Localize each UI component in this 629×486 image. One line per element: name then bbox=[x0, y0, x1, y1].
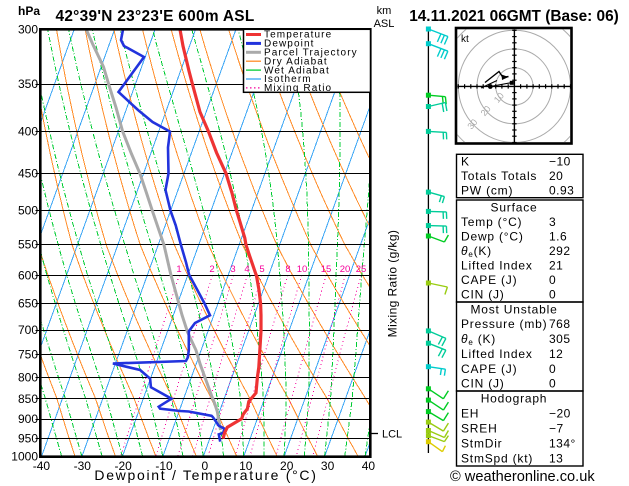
svg-text:300: 300 bbox=[18, 23, 38, 37]
svg-text:CIN (J): CIN (J) bbox=[461, 377, 505, 391]
svg-text:25: 25 bbox=[356, 264, 367, 275]
svg-text:950: 950 bbox=[18, 431, 38, 445]
svg-text:kt: kt bbox=[461, 34, 469, 45]
svg-text:Hodograph: Hodograph bbox=[481, 392, 548, 406]
svg-text:km: km bbox=[377, 5, 392, 17]
svg-text:EH: EH bbox=[461, 407, 479, 421]
svg-text:Most Unstable: Most Unstable bbox=[470, 302, 557, 316]
svg-text:StmSpd (kt): StmSpd (kt) bbox=[461, 452, 533, 466]
svg-text:-40: -40 bbox=[33, 459, 51, 473]
svg-text:Wet Adiabat: Wet Adiabat bbox=[264, 65, 330, 76]
svg-text:20: 20 bbox=[340, 264, 351, 275]
svg-text:3: 3 bbox=[230, 264, 235, 275]
svg-text:-10: -10 bbox=[155, 459, 173, 473]
svg-text:3: 3 bbox=[549, 215, 556, 229]
svg-text:14.11.2021 06GMT (Base: 06): 14.11.2021 06GMT (Base: 06) bbox=[409, 8, 619, 25]
svg-text:2: 2 bbox=[209, 264, 214, 275]
svg-text:−10: −10 bbox=[549, 155, 571, 169]
svg-text:Lifted Index: Lifted Index bbox=[461, 347, 533, 361]
svg-text:0: 0 bbox=[549, 288, 556, 302]
svg-text:30: 30 bbox=[465, 117, 479, 131]
svg-text:700: 700 bbox=[18, 323, 38, 337]
svg-text:LCL: LCL bbox=[382, 429, 402, 441]
svg-text:450: 450 bbox=[18, 166, 38, 180]
svg-text:hPa: hPa bbox=[18, 4, 40, 18]
svg-text:12: 12 bbox=[549, 347, 563, 361]
svg-text:1000: 1000 bbox=[11, 450, 38, 464]
svg-text:Temp (°C): Temp (°C) bbox=[461, 215, 522, 229]
svg-text:© weatheronline.co.uk: © weatheronline.co.uk bbox=[450, 469, 595, 485]
svg-text:−20: −20 bbox=[549, 407, 571, 421]
svg-text:600: 600 bbox=[18, 268, 38, 282]
svg-text:4: 4 bbox=[244, 264, 249, 275]
svg-text:Totals Totals: Totals Totals bbox=[461, 169, 537, 183]
svg-text:0: 0 bbox=[202, 459, 209, 473]
svg-text:10: 10 bbox=[297, 264, 308, 275]
svg-text:Surface: Surface bbox=[491, 200, 538, 214]
svg-text:900: 900 bbox=[18, 412, 38, 426]
svg-text:0: 0 bbox=[549, 362, 556, 376]
svg-text:5: 5 bbox=[259, 264, 264, 275]
svg-text:1: 1 bbox=[176, 264, 181, 275]
svg-text:CAPE (J): CAPE (J) bbox=[461, 362, 517, 376]
svg-text:10: 10 bbox=[492, 91, 506, 105]
svg-text:-30: -30 bbox=[74, 459, 92, 473]
svg-text:0.93: 0.93 bbox=[549, 184, 574, 198]
svg-text:ASL: ASL bbox=[374, 18, 395, 30]
svg-text:20: 20 bbox=[280, 459, 294, 473]
svg-text:CIN (J): CIN (J) bbox=[461, 288, 505, 302]
svg-text:21: 21 bbox=[549, 259, 563, 273]
svg-text:Dewp (°C): Dewp (°C) bbox=[461, 229, 524, 243]
svg-text:Dewpoint: Dewpoint bbox=[264, 39, 315, 50]
svg-text:305: 305 bbox=[549, 332, 571, 346]
svg-text:20: 20 bbox=[549, 169, 563, 183]
svg-text:550: 550 bbox=[18, 238, 38, 252]
svg-text:8: 8 bbox=[285, 264, 290, 275]
svg-text:StmDir: StmDir bbox=[461, 437, 502, 451]
svg-text:Dry Adiabat: Dry Adiabat bbox=[264, 56, 328, 67]
svg-text:1.6: 1.6 bbox=[549, 229, 567, 243]
svg-text:40: 40 bbox=[362, 459, 376, 473]
svg-text:768: 768 bbox=[549, 317, 571, 331]
svg-text:15: 15 bbox=[321, 264, 332, 275]
svg-text:Pressure (mb): Pressure (mb) bbox=[461, 317, 547, 331]
svg-text:650: 650 bbox=[18, 297, 38, 311]
svg-text:Mixing Ratio: Mixing Ratio bbox=[264, 83, 332, 94]
svg-text:Temperature: Temperature bbox=[264, 30, 332, 41]
svg-text:Dewpoint / Temperature (°C): Dewpoint / Temperature (°C) bbox=[94, 467, 317, 483]
svg-text:42°39'N 23°23'E 600m ASL: 42°39'N 23°23'E 600m ASL bbox=[55, 8, 254, 25]
svg-text:13: 13 bbox=[549, 452, 563, 466]
svg-text:10: 10 bbox=[239, 459, 253, 473]
svg-text:PW (cm): PW (cm) bbox=[461, 184, 513, 198]
svg-text:134°: 134° bbox=[549, 437, 576, 451]
svg-text:-20: -20 bbox=[115, 459, 133, 473]
svg-text:θe(K): θe(K) bbox=[461, 244, 492, 259]
svg-text:750: 750 bbox=[18, 348, 38, 362]
svg-text:Parcel Trajectory: Parcel Trajectory bbox=[264, 48, 358, 59]
svg-text:K: K bbox=[461, 155, 470, 169]
svg-text:Isotherm: Isotherm bbox=[264, 74, 312, 85]
svg-text:CAPE (J): CAPE (J) bbox=[461, 273, 517, 287]
svg-text:Mixing Ratio (g/kg): Mixing Ratio (g/kg) bbox=[386, 230, 400, 338]
svg-text:Lifted Index: Lifted Index bbox=[461, 259, 533, 273]
svg-text:SREH: SREH bbox=[461, 422, 498, 436]
svg-text:θe (K): θe (K) bbox=[461, 332, 496, 347]
svg-text:0: 0 bbox=[549, 377, 556, 391]
svg-text:350: 350 bbox=[18, 77, 38, 91]
svg-text:20: 20 bbox=[479, 104, 493, 118]
svg-text:850: 850 bbox=[18, 392, 38, 406]
svg-text:292: 292 bbox=[549, 244, 571, 258]
svg-text:800: 800 bbox=[18, 370, 38, 384]
svg-text:30: 30 bbox=[321, 459, 335, 473]
svg-text:−7: −7 bbox=[549, 422, 564, 436]
svg-text:500: 500 bbox=[18, 204, 38, 218]
svg-text:400: 400 bbox=[18, 125, 38, 139]
svg-text:0: 0 bbox=[549, 273, 556, 287]
